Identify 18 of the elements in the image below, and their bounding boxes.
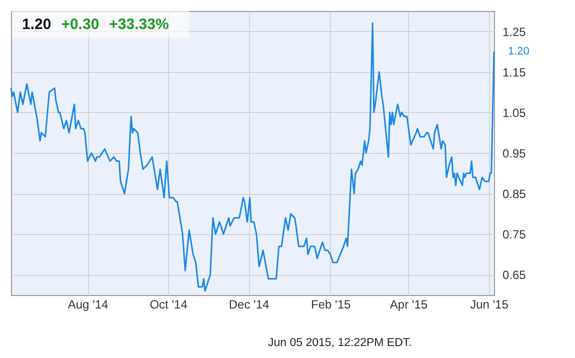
x-tick-label: Feb '15 (311, 298, 352, 312)
x-tick-label: Oct '14 (150, 298, 188, 312)
annotation: 1.20 (22, 16, 52, 33)
y-tick-label: 0.75 (502, 228, 526, 242)
y-tick-label: 1.15 (502, 65, 526, 80)
text: Jun 05 2015, 12:22PM EDT. (268, 337, 412, 349)
y-tick-label: 0.65 (502, 268, 526, 282)
x-tick-label: Apr '15 (390, 298, 428, 312)
annotation: +33.33% (109, 16, 169, 33)
x-tick-label: Dec '14 (228, 298, 270, 312)
y-tick-label: 0.85 (502, 187, 526, 202)
x-tick-label: Aug '14 (68, 298, 109, 312)
annotation: +0.30 (61, 16, 100, 33)
data-label: 1.20 (508, 46, 530, 58)
x-tick-label: Jun '15 (470, 298, 509, 312)
y-tick-label: 1.05 (502, 106, 526, 120)
y-tick-label: 0.95 (502, 146, 526, 160)
y-tick-label: 1.25 (502, 24, 526, 39)
